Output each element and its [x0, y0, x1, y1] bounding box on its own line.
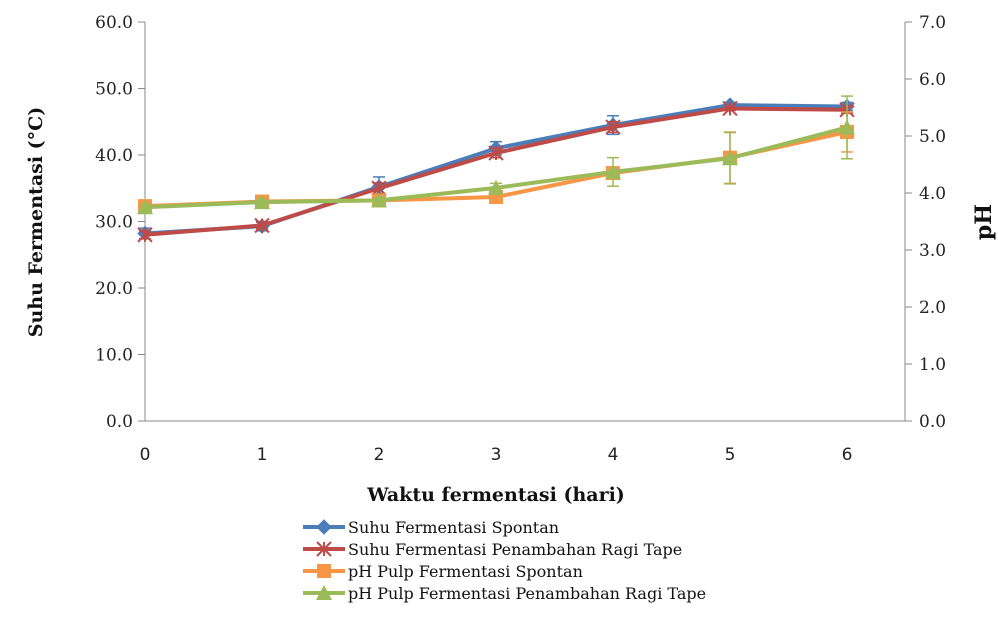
- y-left-tick-label: 30.0: [95, 213, 133, 233]
- data-point: [605, 119, 621, 135]
- x-tick-label: 2: [374, 445, 385, 465]
- series-0: [137, 97, 855, 242]
- legend-item-1: Suhu Fermentasi Penambahan Ragi Tape: [303, 540, 682, 559]
- y-left-tick-label: 0.0: [106, 412, 133, 432]
- data-point: [137, 199, 153, 215]
- data-point: [722, 150, 738, 166]
- series-line: [144, 106, 848, 237]
- legend-label: Suhu Fermentasi Penambahan Ragi Tape: [348, 540, 682, 559]
- x-tick-label: 1: [257, 445, 268, 465]
- x-tick-label: 3: [491, 445, 502, 465]
- axes-group: 0.0 10.0 20.0 30.0 40.0 50.0 60.0 0.0 1.0 2.0 3.0 4…: [95, 13, 946, 465]
- data-point: [722, 100, 738, 117]
- series-group: [137, 95, 855, 243]
- legend-label: pH Pulp Fermentasi Spontan: [348, 562, 583, 581]
- y-right-tick-label: 2.0: [919, 298, 946, 318]
- y-right-tick-label: 1.0: [919, 355, 946, 375]
- data-point: [488, 179, 504, 195]
- data-point: [254, 217, 270, 234]
- legend-marker: [316, 541, 332, 557]
- legend-label: pH Pulp Fermentasi Penambahan Ragi Tape: [348, 584, 706, 603]
- series-3: [137, 95, 855, 215]
- legend-item-3: pH Pulp Fermentasi Penambahan Ragi Tape: [303, 584, 706, 603]
- series-line: [144, 103, 848, 236]
- data-point: [605, 163, 621, 179]
- x-tick-label: 0: [140, 445, 151, 465]
- data-point: [839, 119, 855, 135]
- legend-item-2: pH Pulp Fermentasi Spontan: [303, 562, 583, 581]
- data-point: [488, 145, 504, 161]
- y-left-tick-label: 20.0: [95, 279, 133, 299]
- series-1: [137, 100, 855, 243]
- legend-marker: [316, 585, 332, 600]
- x-tick-label: 6: [842, 445, 853, 465]
- y-left-tick-label: 10.0: [95, 346, 133, 366]
- x-tick-label: 4: [608, 445, 619, 465]
- y-right-tick-label: 3.0: [919, 241, 946, 261]
- y-right-axis-title: pH: [971, 204, 997, 240]
- y-left-tick-label: 40.0: [95, 146, 133, 166]
- y-right-tick-label: 5.0: [919, 127, 946, 147]
- legend-marker: [316, 519, 332, 535]
- y-right-tick-label: 7.0: [919, 13, 946, 33]
- legend-label: Suhu Fermentasi Spontan: [348, 518, 559, 537]
- x-tick-label: 5: [725, 445, 736, 465]
- y-left-axis-title: Suhu Fermentasi (°C): [25, 107, 47, 338]
- y-left-tick-label: 50.0: [95, 80, 133, 100]
- y-left-tick-label: 60.0: [95, 13, 133, 33]
- x-axis-title: Waktu fermentasi (hari): [366, 484, 625, 506]
- y-right-tick-label: 4.0: [919, 184, 946, 204]
- data-point: [137, 227, 153, 243]
- legend-item-0: Suhu Fermentasi Spontan: [303, 518, 559, 537]
- data-point: [254, 194, 270, 210]
- legend-marker: [317, 564, 331, 578]
- series-2: [138, 111, 854, 214]
- y-right-tick-label: 0.0: [919, 412, 946, 432]
- y-right-tick-label: 6.0: [919, 70, 946, 90]
- data-point: [371, 192, 387, 208]
- legend: Suhu Fermentasi Spontan Suhu Fermentasi P…: [303, 518, 706, 603]
